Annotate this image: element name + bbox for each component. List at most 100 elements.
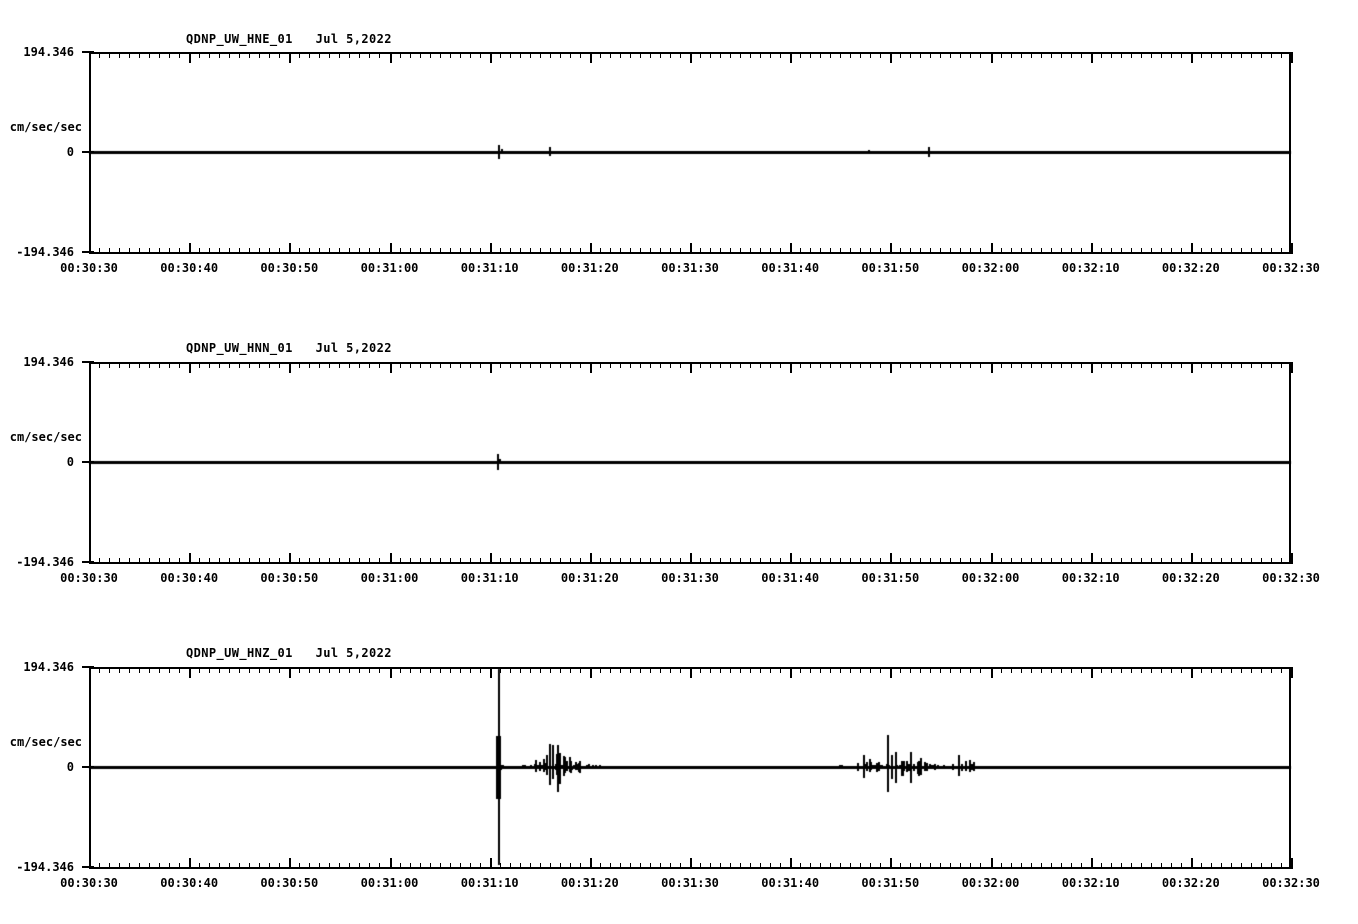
x-axis-minor-tick: [970, 667, 971, 673]
x-axis-minor-tick: [800, 863, 801, 869]
x-axis-minor-tick: [1211, 558, 1212, 564]
x-axis-minor-tick: [139, 863, 140, 869]
x-axis-minor-tick: [349, 52, 350, 58]
x-axis-minor-tick: [650, 558, 651, 564]
x-axis-minor-tick: [740, 248, 741, 254]
x-axis-minor-tick: [1161, 362, 1162, 368]
x-axis-major-tick: [690, 52, 692, 63]
x-axis-minor-tick: [1061, 667, 1062, 673]
x-axis-minor-tick: [400, 52, 401, 58]
x-axis-minor-tick: [1241, 362, 1242, 368]
x-axis-minor-tick: [600, 558, 601, 564]
x-axis-minor-tick: [1121, 362, 1122, 368]
x-axis-minor-tick: [139, 52, 140, 58]
x-axis-minor-tick: [1151, 248, 1152, 254]
x-axis-minor-tick: [950, 863, 951, 869]
x-axis-minor-tick: [780, 362, 781, 368]
x-axis-minor-tick: [900, 558, 901, 564]
x-axis-minor-tick: [900, 667, 901, 673]
x-axis-minor-tick: [570, 52, 571, 58]
x-axis-minor-tick: [530, 248, 531, 254]
x-axis-minor-tick: [980, 863, 981, 869]
x-axis-minor-tick: [309, 52, 310, 58]
x-axis-minor-tick: [620, 667, 621, 673]
x-axis-minor-tick: [1121, 558, 1122, 564]
x-axis-minor-tick: [770, 863, 771, 869]
x-axis-minor-tick: [960, 667, 961, 673]
x-axis-minor-tick: [239, 362, 240, 368]
x-axis-minor-tick: [1081, 558, 1082, 564]
x-axis-minor-tick: [1051, 558, 1052, 564]
x-axis-minor-tick: [650, 52, 651, 58]
x-axis-minor-tick: [1241, 52, 1242, 58]
x-axis-minor-tick: [760, 52, 761, 58]
x-axis-minor-tick: [740, 558, 741, 564]
x-axis-minor-tick: [600, 52, 601, 58]
x-axis-minor-tick: [610, 863, 611, 869]
x-axis-minor-tick: [480, 863, 481, 869]
x-axis-minor-tick: [740, 667, 741, 673]
x-axis-minor-tick: [550, 362, 551, 368]
x-axis-minor-tick: [199, 558, 200, 564]
x-axis-minor-tick: [670, 558, 671, 564]
x-axis-minor-tick: [219, 362, 220, 368]
x-axis-major-tick: [590, 243, 592, 254]
x-axis-major-tick: [1291, 553, 1293, 564]
x-axis-minor-tick: [860, 667, 861, 673]
x-axis-tick-label: 00:30:30: [60, 571, 118, 585]
x-axis-minor-tick: [1051, 667, 1052, 673]
x-axis-minor-tick: [730, 863, 731, 869]
x-axis-minor-tick: [109, 667, 110, 673]
x-axis-minor-tick: [329, 248, 330, 254]
x-axis-minor-tick: [1141, 362, 1142, 368]
x-axis-minor-tick: [99, 52, 100, 58]
x-axis-minor-tick: [460, 667, 461, 673]
x-axis-minor-tick: [1171, 863, 1172, 869]
x-axis-minor-tick: [179, 667, 180, 673]
waveform-trace-hnz: [0, 614, 1358, 924]
x-axis-minor-tick: [560, 558, 561, 564]
x-axis-minor-tick: [1281, 558, 1282, 564]
x-axis-minor-tick: [1011, 558, 1012, 564]
x-axis-minor-tick: [349, 248, 350, 254]
x-axis-minor-tick: [349, 667, 350, 673]
x-axis-minor-tick: [119, 248, 120, 254]
x-axis-minor-tick: [450, 667, 451, 673]
x-axis-minor-tick: [760, 248, 761, 254]
x-axis-major-tick: [1091, 362, 1093, 373]
x-axis-minor-tick: [1201, 248, 1202, 254]
x-axis-minor-tick: [1181, 863, 1182, 869]
x-axis-tick-label: 00:32:10: [1061, 261, 1120, 275]
x-axis-minor-tick: [1041, 362, 1042, 368]
x-axis-minor-tick: [259, 863, 260, 869]
x-axis-minor-tick: [1051, 362, 1052, 368]
x-axis-major-tick: [991, 858, 993, 869]
x-axis-minor-tick: [259, 667, 260, 673]
x-axis-minor-tick: [750, 52, 751, 58]
x-axis-minor-tick: [249, 558, 250, 564]
x-axis-tick-label: 00:30:50: [260, 876, 319, 890]
x-axis-minor-tick: [1261, 248, 1262, 254]
x-axis-minor-tick: [1001, 362, 1002, 368]
x-axis-minor-tick: [1231, 362, 1232, 368]
x-axis-minor-tick: [940, 52, 941, 58]
x-axis-minor-tick: [269, 362, 270, 368]
x-axis-minor-tick: [1181, 52, 1182, 58]
x-axis-minor-tick: [109, 362, 110, 368]
x-axis-minor-tick: [930, 863, 931, 869]
x-axis-minor-tick: [430, 863, 431, 869]
x-axis-minor-tick: [359, 667, 360, 673]
x-axis-minor-tick: [920, 248, 921, 254]
x-axis-minor-tick: [1201, 863, 1202, 869]
x-axis-tick-label: 00:31:20: [560, 261, 619, 275]
x-axis-minor-tick: [1111, 362, 1112, 368]
x-axis-minor-tick: [900, 248, 901, 254]
x-axis-minor-tick: [1071, 248, 1072, 254]
x-axis-minor-tick: [700, 667, 701, 673]
x-axis-minor-tick: [1241, 248, 1242, 254]
x-axis-minor-tick: [1001, 52, 1002, 58]
x-axis-minor-tick: [840, 558, 841, 564]
x-axis-minor-tick: [159, 248, 160, 254]
x-axis-minor-tick: [129, 558, 130, 564]
x-axis-major-tick: [390, 52, 392, 63]
